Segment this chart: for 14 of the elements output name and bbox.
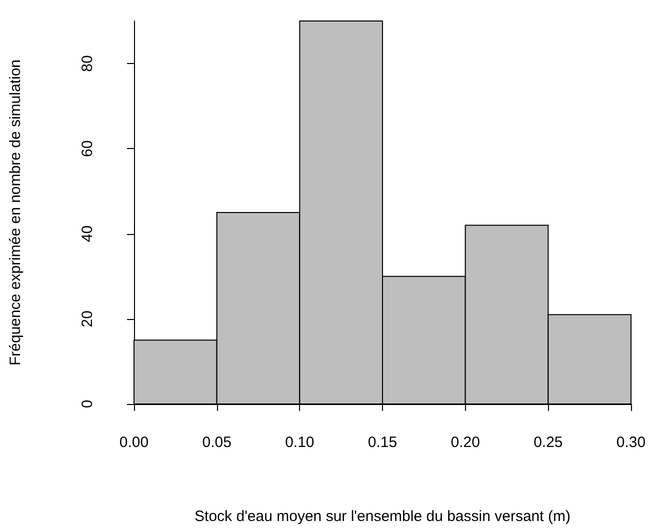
y-axis-title: Fréquence exprimée en nombre de simulation	[7, 60, 24, 366]
x-tick-label: 0.00	[119, 434, 149, 451]
x-tick-label: 0.15	[368, 434, 398, 451]
y-tick-label: 80	[79, 55, 96, 72]
x-tick-label: 0.10	[285, 434, 314, 451]
x-tick-label: 0.30	[616, 434, 646, 451]
y-tick-label: 20	[79, 310, 96, 328]
x-tick-label: 0.20	[450, 434, 480, 451]
y-tick-label: 0	[79, 400, 96, 408]
y-tick-label: 40	[79, 225, 96, 242]
x-axis-title: Stock d'eau moyen sur l'ensemble du bassin versant (m)	[194, 508, 570, 525]
x-tick-label: 0.25	[534, 434, 563, 451]
y-tick-label: 60	[79, 140, 96, 158]
x-tick-label: 0.05	[202, 434, 232, 451]
